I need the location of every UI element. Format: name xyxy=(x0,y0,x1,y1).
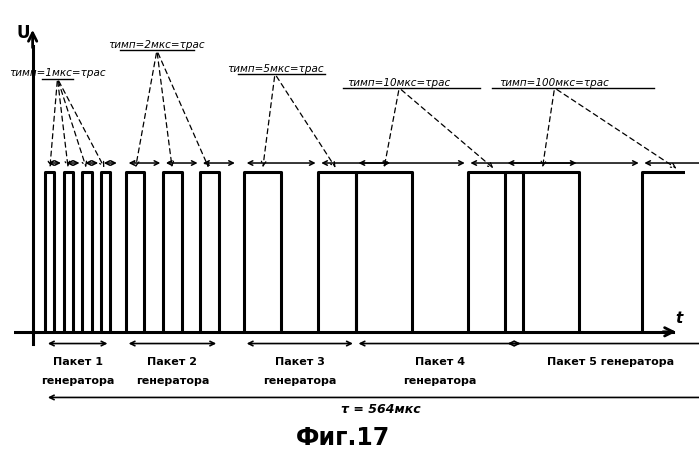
Text: Пакет 2: Пакет 2 xyxy=(147,357,197,367)
Text: генератора: генератора xyxy=(403,375,476,385)
Text: t: t xyxy=(676,310,683,325)
Text: U: U xyxy=(17,24,30,42)
Text: Фиг.17: Фиг.17 xyxy=(296,425,391,449)
Text: τимп=100мкс=τрас: τимп=100мкс=τрас xyxy=(500,78,610,88)
Text: τ = 564мкс: τ = 564мкс xyxy=(340,402,420,415)
Text: τимп=5мкс=τрас: τимп=5мкс=τрас xyxy=(226,63,323,74)
Text: генератора: генератора xyxy=(263,375,336,385)
Text: Пакет 4: Пакет 4 xyxy=(415,357,465,367)
Text: Пакет 3: Пакет 3 xyxy=(275,357,325,367)
Text: генератора: генератора xyxy=(41,375,115,385)
Text: τимп=2мкс=τрас: τимп=2мкс=τрас xyxy=(108,40,206,50)
Text: Пакет 5 генератора: Пакет 5 генератора xyxy=(547,357,674,367)
Text: τимп=1мкс=τрас: τимп=1мкс=τрас xyxy=(9,69,106,78)
Text: Пакет 1: Пакет 1 xyxy=(52,357,103,367)
Text: генератора: генератора xyxy=(136,375,209,385)
Text: τимп=10мкс=τрас: τимп=10мкс=τрас xyxy=(347,78,451,88)
